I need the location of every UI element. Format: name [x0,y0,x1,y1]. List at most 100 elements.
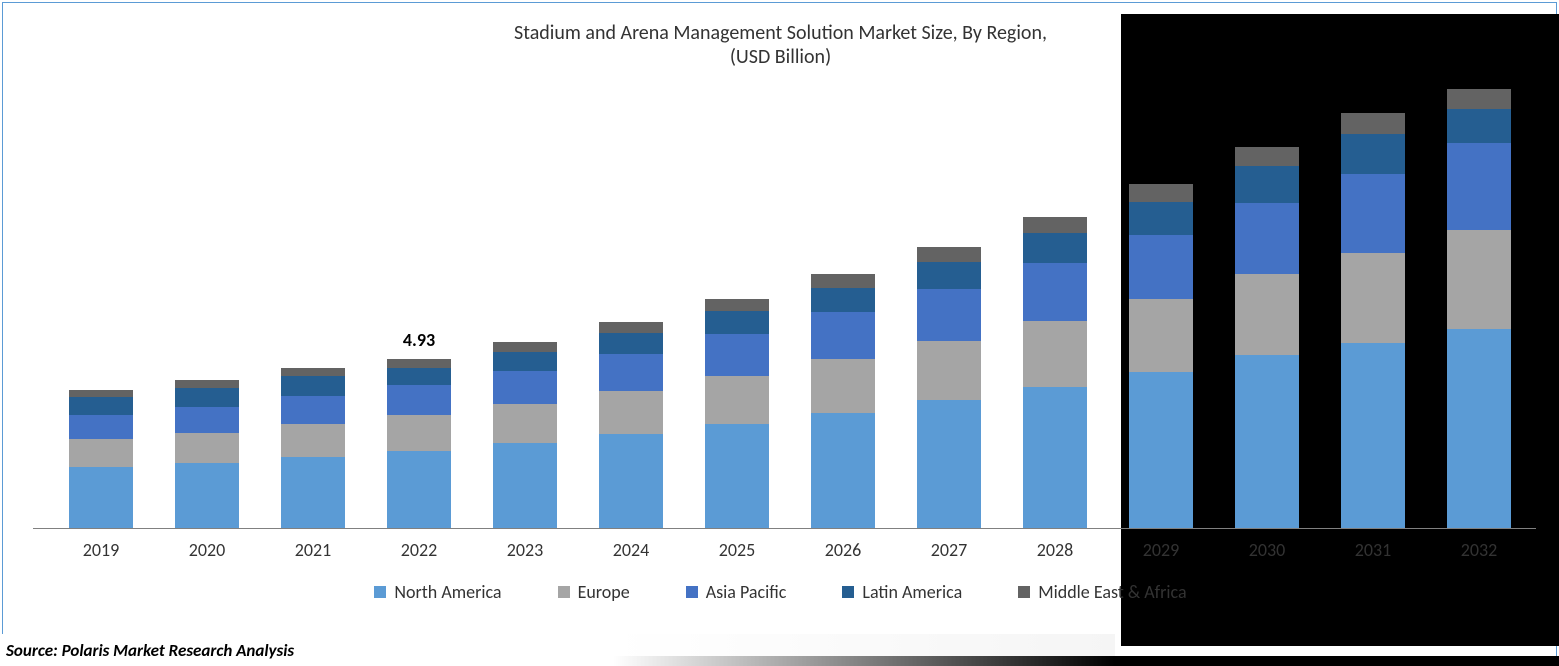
bar-segment [917,341,981,401]
bar-segment [175,463,239,528]
bar-segment [387,368,451,385]
bar-segment [175,380,239,388]
data-label: 4.93 [387,329,451,351]
bar-segment [811,312,875,359]
bar-segment [811,274,875,287]
bar-segment [387,359,451,368]
x-tick-label: 2026 [811,539,875,561]
x-tick-label: 2024 [599,539,663,561]
bar-segment [599,434,663,528]
bar-segment [917,262,981,289]
legend-label: Latin America [862,581,962,603]
bar-segment [811,359,875,413]
bar-segment [493,404,557,443]
bar-segment [493,371,557,405]
bar-segment [1023,233,1087,263]
bar-segment [705,376,769,424]
bar-segment [1023,321,1087,387]
x-tick-label: 2030 [1235,539,1299,561]
x-tick-label: 2023 [493,539,557,561]
bar-segment [1235,203,1299,274]
legend-item: Middle East & Africa [1018,581,1186,603]
bar-segment [1129,235,1193,299]
bar-segment [387,451,451,528]
bar-segment [387,415,451,451]
bar-segment [1129,372,1193,528]
bar-segment [387,385,451,416]
bar-segment [599,333,663,354]
bar-segment [811,288,875,313]
x-tick-label: 2021 [281,539,345,561]
x-tick-label: 2032 [1447,539,1511,561]
legend-label: North America [394,581,501,603]
legend-item: Asia Pacific [686,581,787,603]
bar-segment [1023,263,1087,321]
bar-segment [917,289,981,341]
bar-segment [69,415,133,439]
chart-title-line1: Stadium and Arena Management Solution Ma… [5,21,1556,45]
x-tick-label: 2029 [1129,539,1193,561]
bar-segment [917,247,981,262]
x-tick-label: 2019 [69,539,133,561]
bar-segment [493,342,557,352]
bar-segment [281,368,345,377]
x-tick-label: 2025 [705,539,769,561]
bar-segment [811,413,875,528]
legend-label: Europe [578,581,630,603]
legend-item: Latin America [842,581,962,603]
x-tick-label: 2022 [387,539,451,561]
bar-segment [1235,147,1299,167]
chart-frame: Stadium and Arena Management Solution Ma… [2,2,1557,664]
bar-segment [175,433,239,463]
bar-segment [1447,89,1511,109]
bar-segment [1341,343,1405,528]
bar-segment [1235,274,1299,356]
legend-item: North America [374,581,501,603]
bar-segment [1447,109,1511,143]
bar-segment [1341,113,1405,134]
legend-swatch [374,586,386,598]
legend-label: Middle East & Africa [1038,581,1186,603]
bar-segment [917,400,981,528]
legend-swatch [842,586,854,598]
bar-segment [69,439,133,467]
bar-segment [281,457,345,528]
x-tick-label: 2020 [175,539,239,561]
x-tick-label: 2028 [1023,539,1087,561]
bar-segment [599,354,663,391]
x-tick-label: 2027 [917,539,981,561]
bar-segment [599,322,663,333]
bar-segment [281,376,345,396]
legend-swatch [558,586,570,598]
bar-segment [1023,217,1087,233]
legend-label: Asia Pacific [706,581,787,603]
bar-segment [599,391,663,435]
bar-segment [493,443,557,528]
bar-segment [1129,184,1193,202]
bar-segment [705,299,769,311]
bar-segment [705,311,769,334]
bar-segment [1447,143,1511,230]
bar-segment [1129,202,1193,235]
bar-segment [175,388,239,407]
source-bar: Source: Polaris Market Research Analysis [0,634,1115,666]
bar-segment [281,424,345,457]
bar-segment [1129,299,1193,372]
bar-segment [1023,387,1087,528]
legend-item: Europe [558,581,630,603]
legend-swatch [686,586,698,598]
bar-segment [1447,329,1511,528]
bar-segment [1341,134,1405,174]
bar-segment [175,407,239,433]
legend-swatch [1018,586,1030,598]
bar-segment [69,390,133,398]
bar-segment [1235,355,1299,528]
bar-segment [281,396,345,424]
plot-area: 4.93 [33,49,1536,529]
bar-segment [69,467,133,528]
chart-title: Stadium and Arena Management Solution Ma… [5,21,1556,69]
bar-segment [69,397,133,415]
bar-segment [1235,166,1299,202]
legend: North America Europe Asia Pacific Latin Ame… [5,581,1556,603]
x-axis: 2019 2020 2021 2022 2023 2024 2025 2026 2027 2028… [33,539,1536,569]
